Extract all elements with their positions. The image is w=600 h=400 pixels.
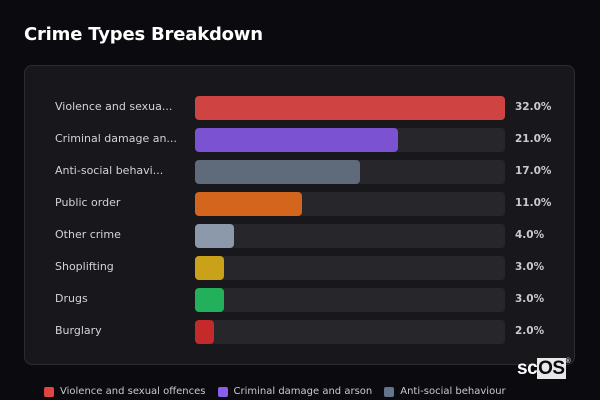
bar-row: Other crime 4.0% <box>25 224 574 248</box>
legend-swatch-icon <box>44 386 54 397</box>
legend-swatch-icon <box>384 386 395 397</box>
legend-item[interactable]: Violence and sexual offences <box>44 386 206 397</box>
bar-track <box>195 160 505 184</box>
row-value: 32.0% <box>515 101 552 113</box>
bar[interactable] <box>195 192 302 216</box>
bar-track <box>195 256 505 280</box>
bar-row: Violence and sexua... 32.0% <box>25 96 574 120</box>
bar[interactable] <box>195 288 225 312</box>
legend-label: Anti-social behaviour <box>400 386 506 397</box>
row-label: Other crime <box>55 228 121 241</box>
chart-title: Crime Types Breakdown <box>24 24 263 45</box>
bar-track <box>195 96 505 120</box>
watermark-prefix: sc <box>517 358 538 379</box>
bar-track <box>195 320 505 344</box>
bar-row: Shoplifting 3.0% <box>25 256 574 280</box>
bar-row: Burglary 2.0% <box>25 320 574 344</box>
row-label: Burglary <box>55 324 102 337</box>
scos-watermark-logo: scOS® <box>517 358 571 380</box>
row-value: 21.0% <box>515 133 552 145</box>
bar-track <box>195 288 505 312</box>
row-label: Violence and sexua... <box>55 100 173 113</box>
legend-label: Violence and sexual offences <box>60 386 206 397</box>
bar[interactable] <box>195 224 234 248</box>
bar-row: Anti-social behavi... 17.0% <box>25 160 574 184</box>
bar-row: Public order 11.0% <box>25 192 574 216</box>
chart-legend: Violence and sexual offences Criminal da… <box>44 386 506 397</box>
row-value: 17.0% <box>515 165 552 177</box>
row-label: Shoplifting <box>55 260 114 273</box>
bar[interactable] <box>195 320 215 344</box>
bar[interactable] <box>195 160 360 184</box>
row-label: Anti-social behavi... <box>55 164 164 177</box>
bar-track <box>195 224 505 248</box>
row-value: 2.0% <box>515 325 545 337</box>
row-label: Drugs <box>55 292 88 305</box>
row-value: 3.0% <box>515 261 545 273</box>
bar-row: Criminal damage an... 21.0% <box>25 128 574 152</box>
registered-mark-icon: ® <box>565 358 571 365</box>
bar[interactable] <box>195 96 505 120</box>
bar[interactable] <box>195 128 399 152</box>
bar-row: Drugs 3.0% <box>25 288 574 312</box>
row-value: 4.0% <box>515 229 545 241</box>
row-label: Criminal damage an... <box>55 132 177 145</box>
legend-item[interactable]: Anti-social behaviour <box>384 386 506 397</box>
bar[interactable] <box>195 256 225 280</box>
legend-swatch-icon <box>217 386 228 397</box>
legend-item[interactable]: Criminal damage and arson <box>217 386 373 397</box>
chart-panel: Violence and sexua... 32.0% Criminal dam… <box>24 65 575 365</box>
bar-track <box>195 128 505 152</box>
legend-label: Criminal damage and arson <box>233 386 373 397</box>
row-label: Public order <box>55 196 121 209</box>
row-value: 3.0% <box>515 293 545 305</box>
row-value: 11.0% <box>515 197 552 209</box>
watermark-boxed: OS <box>537 358 566 379</box>
bar-track <box>195 192 505 216</box>
